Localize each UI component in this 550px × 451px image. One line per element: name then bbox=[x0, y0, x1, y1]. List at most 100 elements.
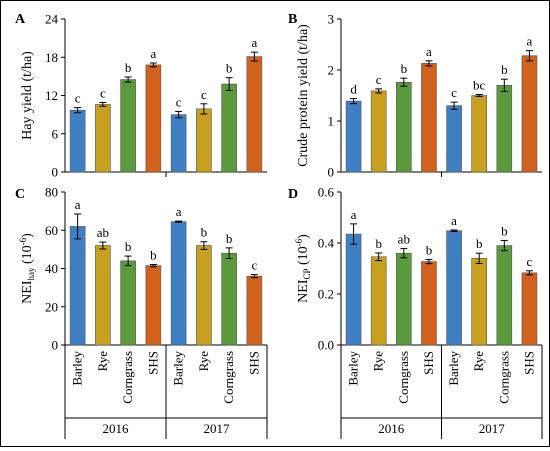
x-tick-label: Corngrass bbox=[396, 351, 411, 404]
year-label: 2017 bbox=[479, 421, 506, 436]
bar-corngrass-2016 bbox=[396, 81, 412, 173]
bar-barley-2016 bbox=[69, 109, 86, 173]
y-tick-label: 12 bbox=[45, 88, 58, 103]
significance-letter: b bbox=[226, 231, 233, 246]
significance-letter: c bbox=[75, 91, 81, 106]
y-tick-label: 24 bbox=[45, 12, 59, 27]
y-tick-label: 18 bbox=[45, 50, 58, 65]
significance-letter: b bbox=[426, 243, 433, 258]
y-tick-label: 0.0 bbox=[318, 338, 334, 353]
x-tick-label: Rye bbox=[95, 351, 110, 372]
bar-shs-2016 bbox=[145, 64, 162, 173]
panel-label: D bbox=[288, 187, 298, 202]
significance-letter: a bbox=[150, 46, 156, 61]
x-tick-label: Barley bbox=[171, 351, 186, 386]
y-axis-label-main: NEI bbox=[296, 279, 311, 303]
bar-shs-2017 bbox=[246, 275, 263, 346]
bar-shs-2017 bbox=[521, 272, 538, 346]
bar-barley-2016 bbox=[345, 100, 362, 173]
y-axis-label-exponent: -6 bbox=[18, 237, 28, 245]
bar-barley-2017 bbox=[446, 105, 462, 173]
bar-rye-2017 bbox=[196, 108, 212, 173]
significance-letter: c bbox=[201, 87, 207, 102]
x-tick-label: SHS bbox=[421, 351, 436, 375]
x-tick-label: Corngrass bbox=[496, 351, 511, 404]
bar-corngrass-2016 bbox=[120, 79, 136, 173]
x-tick-label: Rye bbox=[371, 351, 386, 372]
bar-rye-2016 bbox=[370, 90, 387, 173]
x-tick-label: Rye bbox=[471, 351, 486, 372]
bar-rye-2017 bbox=[471, 257, 487, 346]
panel-label: C bbox=[15, 187, 25, 202]
bar-corngrass-2016 bbox=[396, 252, 412, 346]
significance-letter: c bbox=[376, 72, 382, 87]
y-tick-label: 0.4 bbox=[318, 236, 335, 251]
significance-letter: c bbox=[527, 254, 533, 269]
significance-letter: c bbox=[451, 85, 457, 100]
year-label: 2016 bbox=[103, 421, 130, 436]
bar-rye-2017 bbox=[471, 95, 487, 173]
bar-shs-2017 bbox=[521, 55, 538, 173]
y-axis-label-close: ) bbox=[296, 234, 311, 239]
y-tick-label: 20 bbox=[45, 299, 58, 314]
significance-letter: c bbox=[176, 94, 182, 109]
significance-letter: b bbox=[201, 225, 208, 240]
panel-label: A bbox=[15, 12, 26, 27]
bar-corngrass-2016 bbox=[120, 260, 136, 346]
bar-barley-2017 bbox=[170, 221, 187, 346]
y-axis-label-subscript: hay bbox=[26, 267, 36, 280]
bar-barley-2016 bbox=[69, 226, 86, 346]
y-tick-label: 6 bbox=[52, 126, 59, 141]
y-tick-label: 3 bbox=[328, 12, 335, 27]
y-axis-label-unit: (10 bbox=[296, 246, 311, 268]
significance-letter: bc bbox=[473, 77, 486, 92]
significance-letter: a bbox=[251, 35, 257, 50]
significance-letter: ab bbox=[97, 225, 109, 240]
year-label: 2016 bbox=[378, 421, 405, 436]
y-tick-label: 0.6 bbox=[318, 185, 335, 200]
bar-shs-2017 bbox=[246, 56, 263, 173]
y-axis-label: NEIhay (10-6) bbox=[18, 233, 36, 304]
bar-corngrass-2017 bbox=[496, 85, 513, 173]
x-tick-label: SHS bbox=[246, 351, 261, 375]
significance-letter: b bbox=[375, 236, 382, 251]
y-axis-label-unit: (10 bbox=[20, 245, 35, 267]
y-axis-label-main: NEI bbox=[20, 280, 35, 304]
bar-shs-2016 bbox=[421, 63, 437, 173]
bar-shs-2016 bbox=[421, 261, 437, 346]
significance-letter: a bbox=[351, 207, 357, 222]
x-tick-label: Barley bbox=[446, 351, 461, 386]
significance-letter: a bbox=[527, 34, 533, 49]
bar-rye-2016 bbox=[370, 256, 387, 346]
y-tick-label: 0.2 bbox=[318, 287, 334, 302]
significance-letter: a bbox=[176, 204, 182, 219]
y-tick-label: 80 bbox=[45, 185, 58, 200]
significance-letter: a bbox=[75, 197, 81, 212]
significance-letter: b bbox=[401, 61, 408, 76]
y-axis-label: NEICP (10-6) bbox=[294, 234, 312, 303]
x-tick-label: Rye bbox=[196, 351, 211, 372]
y-axis-label: Crude protein yield (t/ha) bbox=[296, 24, 311, 167]
x-axis-right: Barley Rye Corngrass SHS Barley Rye Corngrass S… bbox=[340, 345, 543, 439]
bar-barley-2017 bbox=[170, 114, 187, 173]
significance-letter: b bbox=[125, 60, 132, 75]
x-tick-label: SHS bbox=[145, 351, 160, 375]
y-tick-label: 0 bbox=[52, 338, 59, 353]
y-tick-label: 2 bbox=[328, 63, 335, 78]
significance-letter: b bbox=[501, 62, 508, 77]
bar-corngrass-2017 bbox=[221, 83, 237, 173]
significance-letter: a bbox=[451, 213, 457, 228]
significance-letter: b bbox=[150, 247, 157, 262]
y-axis-label: Hay yield (t/ha) bbox=[20, 51, 35, 140]
y-tick-label: 40 bbox=[45, 261, 58, 276]
bar-shs-2016 bbox=[145, 265, 162, 346]
y-axis-label-exponent: -6 bbox=[294, 238, 304, 246]
bar-barley-2017 bbox=[446, 230, 462, 346]
x-tick-label: Barley bbox=[70, 351, 85, 386]
x-tick-label: Barley bbox=[346, 351, 361, 386]
x-axis-left: Barley Rye Corngrass SHS Barley Rye Corngrass S… bbox=[64, 345, 268, 439]
